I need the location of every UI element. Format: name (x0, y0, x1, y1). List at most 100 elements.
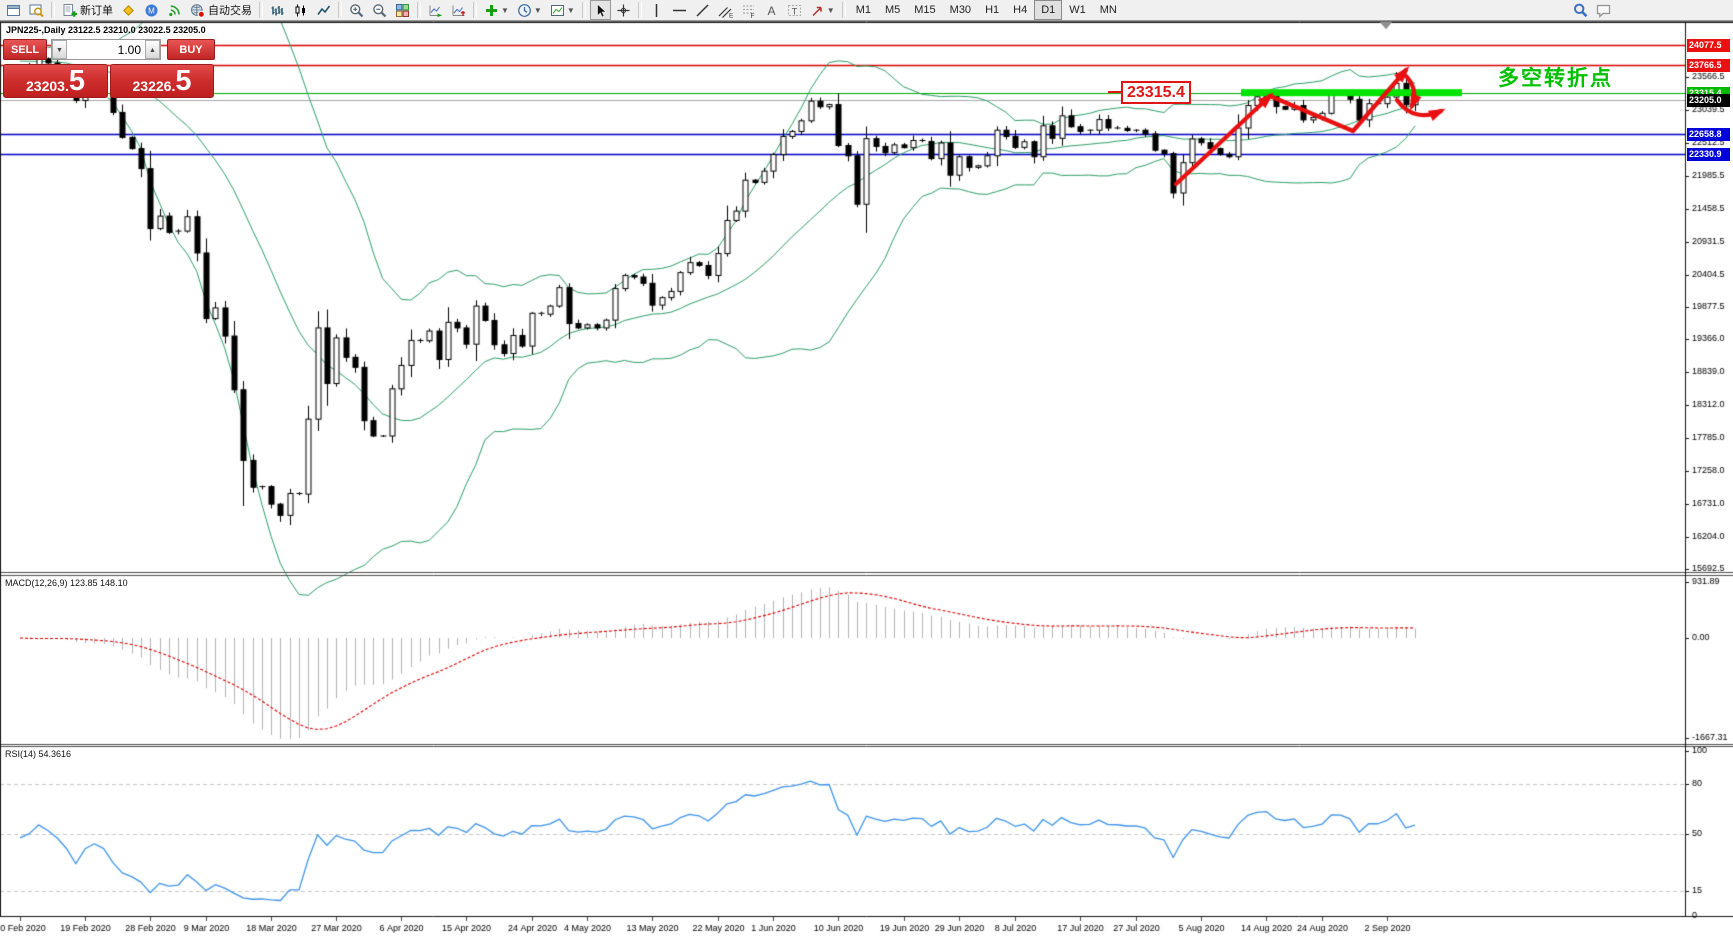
autotrading-icon (191, 3, 205, 18)
toolbar-separator (51, 2, 55, 18)
toolbar: 新订单 M 自动交易 ▼ ▼ ▼ E F A T ▼ M1 M5 M15 M30 H1 H4 D1 W1 MN (0, 0, 1733, 21)
new-order-label: 新订单 (80, 5, 113, 17)
fibonacci-tool-button[interactable]: F (738, 0, 759, 20)
text-tool-button[interactable]: A (761, 0, 782, 20)
new-chart-window-icon (7, 4, 20, 16)
bar-chart-style-button[interactable] (267, 0, 288, 20)
tf-d1[interactable]: D1 (1034, 0, 1063, 20)
tile-windows-button[interactable] (392, 0, 413, 20)
data-window-button[interactable] (26, 0, 47, 20)
chart-shift-button[interactable] (448, 0, 469, 20)
auto-scroll-button[interactable] (425, 0, 446, 20)
cursor-tool-button[interactable] (589, 0, 611, 20)
chart-shift-icon (452, 5, 466, 16)
candlestick-style-icon (295, 4, 305, 16)
price-level-label: 24077.5 (1687, 39, 1730, 52)
svg-text:T: T (792, 6, 798, 16)
search-button[interactable] (1570, 0, 1591, 20)
toolbar-separator (473, 2, 477, 18)
chat-icon (1596, 4, 1611, 18)
sell-price: 23203 (26, 78, 65, 94)
candlestick-style-button[interactable] (290, 0, 311, 20)
arrows-tool-dropdown-icon[interactable]: ▼ (826, 5, 835, 15)
toolbar-separator (841, 2, 846, 18)
vertical-line-tool-button[interactable] (646, 0, 667, 20)
mql5-community-icon: M (145, 4, 158, 16)
templates-dropdown-icon[interactable]: ▼ (566, 5, 575, 15)
zoom-in-button[interactable] (346, 0, 367, 20)
line-chart-style-button[interactable] (313, 0, 334, 20)
macd-indicator-label: MACD(12,26,9) 123.85 148.10 (5, 578, 128, 588)
arrows-tool-icon (812, 6, 822, 16)
volume-stepper: ▼ ▲ (51, 39, 161, 60)
tf-m15[interactable]: M15 (914, 4, 936, 16)
indicators-dropdown-icon[interactable]: ▼ (501, 5, 509, 15)
vertical-line-tool-icon (655, 3, 658, 17)
svg-text:F: F (750, 12, 754, 17)
turning-point-annotation: 多空转折点 (1498, 67, 1613, 90)
indicators-button[interactable]: ▼ (481, 0, 512, 20)
buy-price: 23226 (132, 78, 172, 94)
chart-title: JPN225-,Daily 23122.5 23210.0 23022.5 23… (6, 25, 206, 35)
volume-decrease-button[interactable]: ▼ (52, 40, 67, 59)
price-level-label: 22658.8 (1687, 128, 1730, 141)
tf-w1[interactable]: W1 (1069, 4, 1086, 16)
mql5-community-button[interactable]: M (141, 0, 162, 20)
buy-button[interactable]: BUY (167, 39, 215, 60)
zoom-in-icon (350, 3, 364, 17)
metaeditor-button[interactable] (118, 0, 139, 20)
autotrading-label: 自动交易 (208, 5, 252, 17)
sell-button[interactable]: SELL (3, 39, 47, 60)
auto-scroll-icon (429, 5, 442, 17)
tf-m5[interactable]: M5 (884, 4, 901, 16)
buy-price-pips: 5 (175, 65, 192, 97)
buy-quote-box[interactable]: 23226. 5 (110, 64, 214, 98)
equidistant-channel-tool-icon: E (718, 6, 733, 18)
tf-h1[interactable]: H1 (985, 4, 1000, 16)
trendline-tool-icon (696, 3, 709, 17)
cursor-tool-icon (596, 3, 607, 17)
tile-windows-icon (396, 3, 410, 17)
svg-text:M: M (148, 6, 155, 15)
price-level-label: 22330.9 (1687, 148, 1730, 161)
signals-button[interactable] (164, 0, 185, 20)
price-level-label: 23205.0 (1687, 94, 1730, 107)
templates-button[interactable]: ▼ (547, 0, 578, 20)
tf-mn[interactable]: MN (1099, 4, 1117, 16)
svg-text:A: A (767, 4, 775, 18)
new-chart-window-button[interactable] (3, 0, 24, 20)
toolbar-separator (581, 2, 586, 18)
one-click-trade-panel: SELL ▼ ▲ BUY 23203.5 23226.5 (3, 39, 218, 98)
zoom-out-icon (373, 3, 387, 17)
toolbar-separator (637, 2, 642, 18)
equidistant-channel-tool-button[interactable]: E (715, 0, 736, 20)
text-label-tool-button[interactable]: T (784, 0, 805, 20)
chat-button[interactable] (1593, 0, 1614, 20)
autotrading-button[interactable]: 自动交易 (187, 0, 255, 20)
crosshair-tool-button[interactable] (613, 0, 634, 20)
horizontal-line-tool-icon (672, 9, 686, 11)
bar-chart-style-icon (271, 5, 284, 15)
tf-m30[interactable]: M30 (949, 4, 972, 16)
volume-input[interactable] (67, 40, 145, 59)
horizontal-line-tool-button[interactable] (669, 0, 690, 20)
periods-icon (518, 3, 531, 17)
arrows-tool-button[interactable]: ▼ (807, 0, 838, 20)
trendline-tool-button[interactable] (692, 0, 713, 20)
line-chart-style-icon (317, 5, 331, 15)
sell-quote-box[interactable]: 23203. 5 (3, 64, 108, 98)
callout-pointer-line (1108, 91, 1122, 93)
tf-h4[interactable]: H4 (1013, 4, 1028, 16)
volume-increase-button[interactable]: ▲ (145, 40, 160, 59)
toolbar-separator (259, 2, 263, 18)
periods-dropdown-icon[interactable]: ▼ (533, 5, 542, 15)
toolbar-separator (417, 2, 421, 18)
tf-m1[interactable]: M1 (855, 4, 871, 16)
new-order-button[interactable]: 新订单 (59, 0, 116, 20)
crosshair-tool-icon (617, 4, 630, 16)
zoom-out-button[interactable] (369, 0, 390, 20)
rsi-indicator-label: RSI(14) 54.3616 (5, 749, 72, 759)
periods-button[interactable]: ▼ (514, 0, 545, 20)
